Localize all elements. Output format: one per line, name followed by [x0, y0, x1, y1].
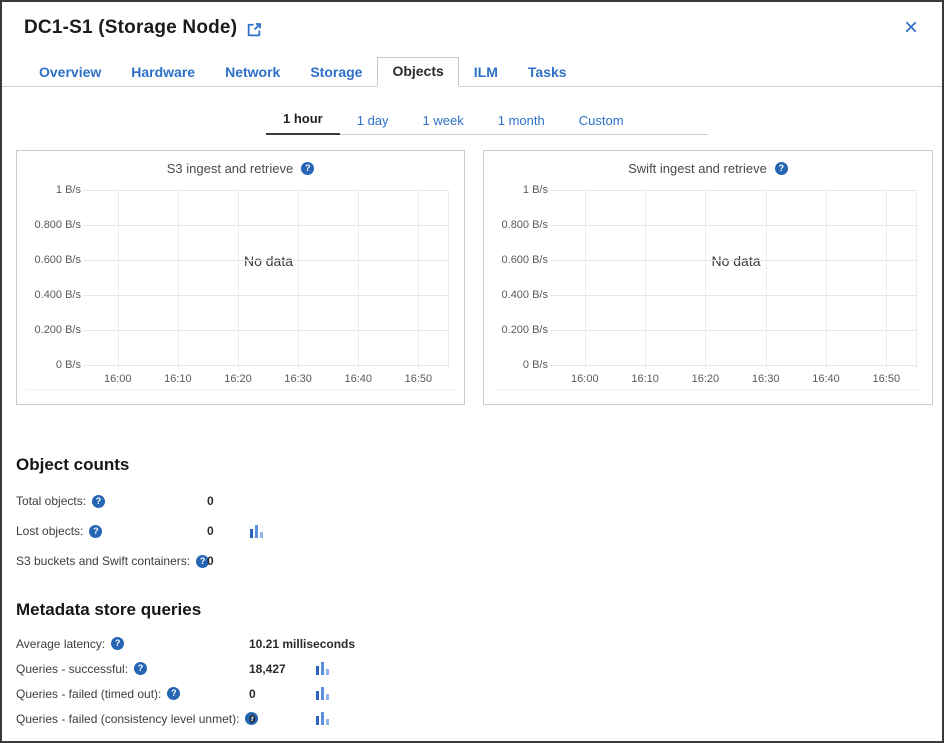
help-icon[interactable]: ?: [89, 524, 103, 538]
x-axis-tick-label: 16:40: [812, 373, 840, 385]
time-range-1-month[interactable]: 1 month: [497, 113, 545, 128]
section-heading: Metadata store queries: [16, 600, 202, 619]
stat-row-queries-successful: Queries - successful: ? 18,427: [16, 656, 942, 681]
external-link-icon[interactable]: [246, 21, 263, 38]
y-axis-tick-label: 0.800 B/s: [34, 219, 81, 231]
x-axis-tick-label: 16:00: [103, 373, 132, 385]
y-axis-tick-label: 1 B/s: [55, 184, 81, 196]
stat-row-average-latency: Average latency: ? 10.21 milliseconds: [16, 631, 942, 656]
stat-label: Queries - successful:: [16, 661, 129, 676]
section-object-counts: Object counts Total objects: ? 0 Lost ob…: [2, 455, 942, 576]
bar-chart-icon[interactable]: [315, 711, 355, 726]
tab-storage[interactable]: Storage: [310, 64, 363, 80]
chart-no-data-message: No data: [243, 253, 294, 269]
stat-row-lost-objects: Lost objects: ? 0: [16, 516, 942, 546]
help-icon[interactable]: ?: [111, 637, 125, 650]
help-icon[interactable]: ?: [92, 494, 106, 508]
stat-value: 18,427: [249, 661, 286, 676]
charts-row: S3 ingest and retrieve ? 1 B/s 0.800 B/s 0…: [16, 150, 933, 405]
stat-label: Queries - failed (timed out):: [16, 686, 162, 701]
y-axis-tick-label: 0.400 B/s: [34, 289, 81, 301]
section-heading: Object counts: [16, 455, 130, 474]
tab-tasks[interactable]: Tasks: [527, 64, 567, 80]
y-axis-tick-label: 0 B/s: [522, 359, 548, 371]
stat-row-s3-buckets-swift-containers: S3 buckets and Swift containers: ? 0: [16, 546, 942, 576]
node-detail-tabs: Overview Hardware Network Storage Object…: [2, 57, 942, 87]
stat-label: Average latency:: [16, 636, 106, 651]
tab-overview[interactable]: Overview: [39, 64, 102, 80]
x-axis-tick-label: 16:30: [751, 373, 780, 385]
help-icon[interactable]: ?: [301, 162, 315, 175]
y-axis-tick-label: 0.400 B/s: [501, 289, 548, 301]
time-range-1-hour[interactable]: 1 hour: [266, 107, 340, 135]
time-range-custom[interactable]: Custom: [578, 113, 624, 128]
x-axis-tick-label: 16:20: [691, 373, 720, 385]
x-axis-tick-label: 16:10: [164, 373, 192, 385]
chart-legend-divider: [26, 389, 455, 390]
close-icon[interactable]: ×: [903, 14, 918, 41]
stat-value: 0: [207, 494, 214, 508]
x-axis-tick-label: 16:40: [344, 373, 373, 385]
stat-value: 0: [249, 686, 256, 701]
tab-network[interactable]: Network: [225, 64, 281, 80]
x-axis-tick-label: 16:50: [404, 373, 433, 385]
chart-title: S3 ingest and retrieve: [166, 161, 294, 176]
tab-objects[interactable]: Objects: [377, 57, 459, 87]
help-icon[interactable]: ?: [774, 162, 788, 175]
section-metadata-store-queries: Metadata store queries Average latency: …: [2, 600, 942, 731]
bar-chart-icon[interactable]: [315, 661, 355, 676]
bar-chart-icon[interactable]: [249, 524, 289, 539]
time-range-1-day[interactable]: 1 day: [356, 113, 389, 128]
stat-label: Queries - failed (consistency level unme…: [16, 711, 240, 726]
y-axis-tick-label: 0.800 B/s: [501, 219, 548, 231]
time-range-selector: 1 hour 1 day 1 week 1 month Custom: [266, 109, 708, 135]
chart-panel: S3 ingest and retrieve ? 1 B/s 0.800 B/s 0…: [16, 150, 465, 405]
stat-value: 10.21 milliseconds: [249, 636, 356, 651]
chart-legend-divider: [493, 389, 923, 390]
header: DC1-S1 (Storage Node) ×: [2, 2, 942, 41]
y-axis-tick-label: 0.200 B/s: [34, 324, 81, 336]
stat-label: Total objects:: [16, 494, 87, 508]
chart-y-axis: 1 B/s 0.800 B/s 0.600 B/s 0.400 B/s 0.200 B/…: [25, 184, 89, 371]
x-axis-tick-label: 16:50: [872, 373, 901, 385]
x-axis-tick-label: 16:00: [571, 373, 599, 385]
help-icon[interactable]: ?: [196, 554, 210, 568]
stat-label: S3 buckets and Swift containers:: [16, 554, 191, 568]
stat-row-total-objects: Total objects: ? 0: [16, 486, 942, 516]
stat-row-queries-failed-timed-out: Queries - failed (timed out): ? 0: [16, 681, 942, 706]
help-icon[interactable]: ?: [134, 662, 148, 675]
chart-plot: No data 16:00 16:10 16:20 16:30 16:40 16:50: [550, 190, 917, 385]
tab-ilm[interactable]: ILM: [473, 64, 498, 80]
y-axis-tick-label: 0 B/s: [55, 359, 81, 371]
chart-y-axis: 1 B/s 0.800 B/s 0.600 B/s 0.400 B/s 0.200 B/…: [492, 184, 556, 371]
page-title: DC1-S1 (Storage Node): [24, 17, 238, 38]
bar-chart-icon[interactable]: [315, 686, 355, 701]
chart-no-data-message: No data: [711, 253, 761, 269]
time-range-1-week[interactable]: 1 week: [422, 113, 464, 128]
help-icon[interactable]: ?: [167, 687, 181, 700]
x-axis-tick-label: 16:30: [284, 373, 312, 385]
y-axis-tick-label: 0.600 B/s: [34, 254, 81, 266]
chart-title: Swift ingest and retrieve: [628, 161, 767, 176]
x-axis-tick-label: 16:10: [631, 373, 659, 385]
stat-row-queries-failed-consistency: Queries - failed (consistency level unme…: [16, 706, 942, 731]
y-axis-tick-label: 0.600 B/s: [501, 254, 548, 266]
y-axis-tick-label: 1 B/s: [522, 184, 548, 196]
y-axis-tick-label: 0.200 B/s: [501, 324, 548, 336]
chart-panel: Swift ingest and retrieve ? 1 B/s 0.800 B…: [483, 150, 933, 405]
help-icon[interactable]: ?: [245, 712, 259, 725]
tab-hardware[interactable]: Hardware: [131, 64, 196, 80]
x-axis-tick-label: 16:20: [224, 373, 252, 385]
stat-value: 0: [207, 524, 214, 538]
chart-plot: No data 16:00 16:10 16:20 16:30 16:40 16:50: [83, 190, 449, 385]
stat-value: 0: [249, 711, 256, 726]
stat-label: Lost objects:: [16, 524, 84, 538]
stat-value: 0: [207, 554, 214, 568]
